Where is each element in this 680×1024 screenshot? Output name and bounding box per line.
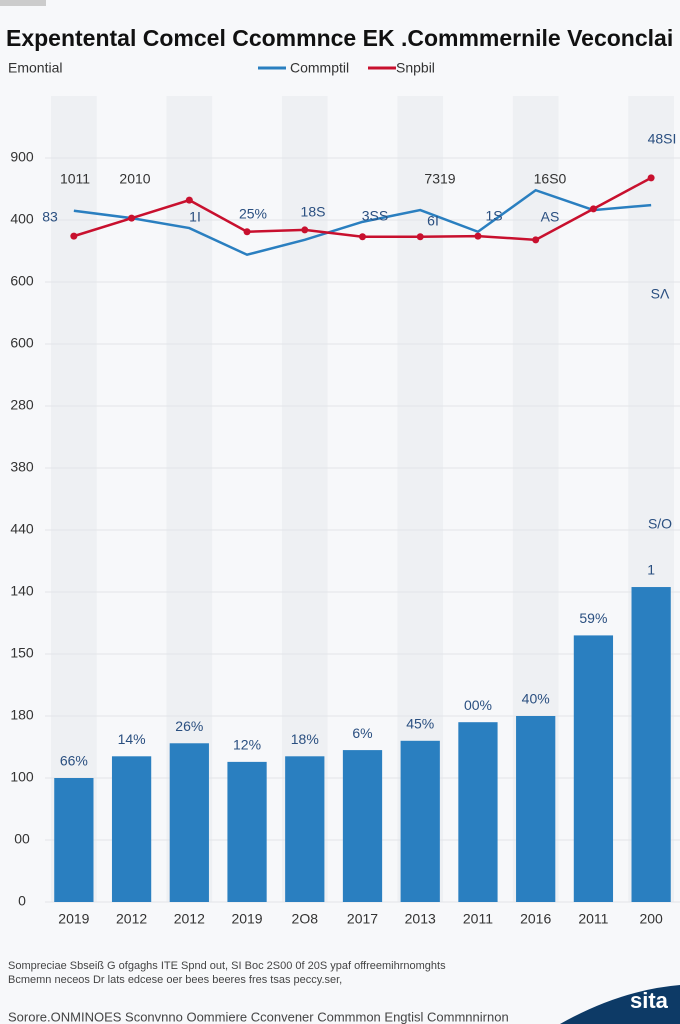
y-tick-label: 600 (10, 273, 34, 289)
bar-text: 6% (352, 725, 372, 741)
brand-bg (560, 985, 680, 1024)
footnote: Sompreciae Sbseiß G ofgaghs ITE Spnd out… (8, 960, 446, 972)
bar-text: 12% (233, 737, 261, 753)
series-dot (70, 232, 78, 240)
bar-text: 40% (522, 691, 550, 707)
annotation: S/O (648, 516, 672, 532)
annotation: 16S0 (534, 171, 567, 187)
x-tick-label: 2012 (174, 911, 205, 927)
footnote: Bcmemn neceos Dr lats edcese oer bees be… (8, 974, 342, 986)
annotation: 25% (239, 206, 267, 222)
bar-text: 00% (464, 697, 492, 713)
series-dot (532, 236, 540, 244)
x-tick-label: 2013 (405, 911, 436, 927)
bar (400, 740, 440, 902)
x-tick-label: 2019 (231, 911, 262, 927)
bar-text: 59% (579, 610, 607, 626)
annotation: 2010 (119, 171, 150, 187)
bar (573, 635, 614, 902)
x-tick-label: 2011 (578, 911, 608, 927)
brand: sita (630, 988, 669, 1013)
annotation: AS (541, 209, 560, 225)
bar (458, 722, 498, 902)
annotation: 3SS (362, 208, 388, 224)
bar (631, 587, 671, 902)
annotation: 83 (42, 209, 58, 225)
series-dot (416, 233, 424, 241)
annotation: 6I (427, 213, 439, 229)
bar-text: 66% (60, 753, 88, 769)
legend-label: Snpbil (396, 60, 435, 76)
x-tick-label: 2017 (347, 911, 378, 927)
annotation: 1I (189, 209, 201, 225)
series-line (73, 188, 652, 257)
bar-text: 18% (291, 731, 319, 747)
y-tick-label: 0 (18, 893, 26, 909)
series-dot (128, 214, 136, 222)
bar (285, 756, 325, 902)
bar (227, 761, 267, 902)
legend-label: Commptil (290, 60, 349, 76)
series-dot (589, 205, 597, 213)
y-tick-label: 150 (10, 645, 34, 661)
x-tick-label: 2012 (116, 911, 147, 927)
y-tick-label: 180 (10, 707, 34, 723)
bar (111, 756, 152, 902)
annotation: 7319 (424, 171, 455, 187)
annotation: 1S (485, 208, 502, 224)
x-tick-label: 2019 (58, 911, 89, 927)
bar (342, 750, 383, 902)
bar-text: 45% (406, 716, 434, 732)
series-dot (647, 174, 655, 182)
y-tick-label: 140 (10, 583, 34, 599)
y-tick-label: 400 (10, 211, 34, 227)
annotation: 18S (301, 204, 326, 220)
series-dot (359, 233, 366, 241)
y-tick-label: 440 (10, 521, 34, 537)
x-tick-label: 2011 (463, 911, 493, 927)
annotation: SΛ (651, 286, 670, 302)
series-dot (474, 232, 482, 240)
y-tick-label: 280 (10, 397, 34, 413)
y-tick-label: 100 (10, 769, 34, 785)
chart-title: Expentental Comcel Ccommnce EK .Commmern… (6, 25, 673, 51)
y-tick-label: 900 (10, 149, 34, 165)
y-tick-label: 380 (10, 459, 34, 475)
series-dot (243, 228, 251, 236)
y-tick-label: 00 (14, 831, 30, 847)
footnote: Sorore.ONMINOES Sconvnno Oommiere Cconve… (8, 1009, 509, 1024)
bar (54, 778, 94, 902)
top-tab (0, 0, 46, 6)
annotation: 48SI (648, 131, 677, 147)
bar-text: 26% (175, 718, 203, 734)
bar-text: 14% (118, 731, 146, 747)
annotation: 1011 (60, 171, 90, 187)
subtitle: Emontial (8, 60, 62, 76)
bar (516, 716, 556, 902)
x-tick-label: 200 (639, 911, 663, 927)
x-tick-label: 2O8 (292, 911, 319, 927)
y-tick-label: 600 (10, 335, 34, 351)
x-tick-label: 2016 (520, 911, 551, 927)
series-dot (185, 196, 193, 204)
bar (169, 743, 209, 902)
series-dot (301, 226, 309, 234)
bar-text: 1 (647, 562, 655, 578)
